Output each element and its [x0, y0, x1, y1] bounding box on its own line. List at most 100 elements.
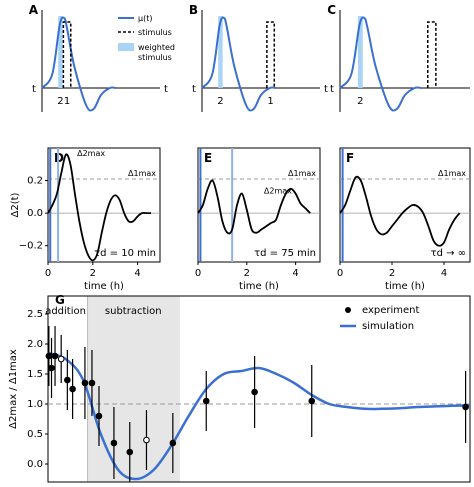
- panel-letter-e: E: [204, 151, 212, 165]
- panel-letter-g: G: [55, 293, 65, 307]
- t-label-right: t: [324, 84, 328, 95]
- plot-frame: [47, 147, 161, 263]
- legend-weighted-swatch: [118, 43, 134, 51]
- mu-curve: [339, 16, 422, 112]
- x-tick-label: 0: [195, 268, 201, 279]
- delta2-max-label: Δ2max: [264, 187, 292, 196]
- experiment-point: [251, 388, 258, 396]
- panel-letter-c: C: [327, 3, 336, 17]
- addition-label: addition: [45, 306, 86, 317]
- panel-e: E Δ1max Δ2max τd = 75 min 0 2 4 time (h): [195, 147, 321, 292]
- experiment-point: [69, 385, 76, 393]
- y-tick-label: 0.5: [27, 429, 43, 440]
- experiment-point: [169, 439, 177, 447]
- weighted-marker-label: 2: [357, 96, 363, 107]
- y-tick-label: 2.0: [27, 339, 43, 350]
- weighted-stimulus-band: [357, 16, 363, 88]
- legend-weighted-label: weighted: [138, 43, 175, 52]
- weighted-marker-label: 2: [217, 96, 223, 107]
- delta1-max-label: Δ1max: [288, 169, 316, 178]
- y-axis-label: Δ2(t): [10, 192, 21, 217]
- panel-letter-a: A: [29, 3, 39, 17]
- tau-annotation: τd = 75 min: [254, 248, 316, 259]
- t-label-left: t: [192, 84, 196, 95]
- experiment-point: [126, 448, 134, 456]
- plot-frame: [339, 147, 471, 263]
- y-axis-label-g: Δ2max / Δ1max: [8, 349, 19, 429]
- experiment-point: [51, 352, 59, 360]
- experiment-point: [88, 379, 96, 387]
- x-tick-label: 4: [441, 268, 447, 279]
- stimulus-pulse: [62, 21, 72, 88]
- legend-simulation-label: simulation: [362, 321, 414, 332]
- x-tick-label: 4: [134, 268, 140, 279]
- delta1-max-label: Δ1max: [128, 169, 156, 178]
- experiment-point: [45, 352, 53, 360]
- tau-annotation: τd → ∞: [431, 248, 466, 259]
- x-tick-label: 0: [45, 268, 51, 279]
- experiment-point: [462, 403, 469, 411]
- x-tick-label: 0: [337, 268, 343, 279]
- legend-weighted-label-2: stimulus: [138, 53, 172, 62]
- panel-letter-b: B: [189, 3, 198, 17]
- x-tick-label: 2: [389, 268, 395, 279]
- delta2-curve: [197, 179, 311, 235]
- delta1-max-label: Δ1max: [438, 169, 466, 178]
- simulation-curve: [47, 351, 471, 481]
- experiment-point: [95, 412, 103, 420]
- panel-f: F Δ1max τd → ∞ 0 2 4 time (h): [337, 147, 471, 292]
- panel-g: addition subtraction G 0.0 0.5 1.0 1.5 2.0 2.5 Δ2…: [8, 293, 471, 483]
- experiment-point: [110, 439, 118, 447]
- y-tick-label: 0.2: [27, 176, 43, 187]
- panel-a: At t 2 1: [29, 3, 168, 112]
- y-tick-label: 1.0: [27, 399, 43, 410]
- experiment-point: [57, 355, 65, 363]
- stimulus-marker-label: 1: [64, 96, 70, 107]
- t-label-left: t: [330, 84, 334, 95]
- x-tick-label: 2: [244, 268, 250, 279]
- mu-curve: [41, 16, 116, 112]
- stimulus-marker-label: 1: [267, 96, 273, 107]
- panel-b: Bt t 2 1: [189, 3, 328, 112]
- stimulus-pulse: [266, 21, 276, 88]
- legend-stimulus-label: stimulus: [138, 28, 172, 37]
- stimulus-pulse: [427, 21, 437, 88]
- legend-a: μ(t) stimulus weighted stimulus: [118, 14, 175, 62]
- weighted-stimulus-band: [58, 16, 63, 88]
- experiment-point: [81, 379, 89, 387]
- y-tick-label: 0.0: [27, 459, 43, 470]
- legend-mu-label: μ(t): [138, 14, 152, 23]
- x-tick-label: 4: [292, 268, 298, 279]
- legend-experiment-label: experiment: [362, 305, 420, 316]
- delta2-curve: [47, 153, 152, 262]
- experiment-point: [48, 364, 55, 372]
- x-axis-label: time (h): [84, 281, 124, 292]
- t-label-right: t: [164, 84, 168, 95]
- weighted-stimulus-band: [218, 16, 223, 88]
- experiment-point: [202, 397, 210, 405]
- y-tick-label: 2.5: [27, 309, 43, 320]
- experiment-point: [64, 376, 71, 384]
- legend-experiment-marker: [345, 307, 351, 313]
- x-tick-label: 2: [90, 268, 96, 279]
- plot-frame: [197, 147, 321, 263]
- experiment-point: [308, 397, 316, 405]
- mu-curve: [201, 16, 276, 112]
- subtraction-label: subtraction: [105, 306, 162, 317]
- x-axis-label: time (h): [239, 281, 279, 292]
- y-tick-label: −0.2: [19, 241, 43, 252]
- subtraction-region: [87, 296, 180, 482]
- panel-letter-f: F: [346, 151, 354, 165]
- tau-annotation: τd = 10 min: [94, 248, 156, 259]
- x-axis-label: time (h): [385, 281, 425, 292]
- panel-c: Ctt 2: [327, 3, 470, 112]
- delta2-max-label: Δ2max: [77, 149, 105, 158]
- delta2-curve: [339, 175, 461, 247]
- plot-frame-g: [47, 295, 471, 483]
- y-tick-label: 1.5: [27, 369, 43, 380]
- experiment-point: [143, 436, 150, 444]
- t-label-left: t: [32, 84, 36, 95]
- y-tick-label: 0.0: [27, 208, 43, 219]
